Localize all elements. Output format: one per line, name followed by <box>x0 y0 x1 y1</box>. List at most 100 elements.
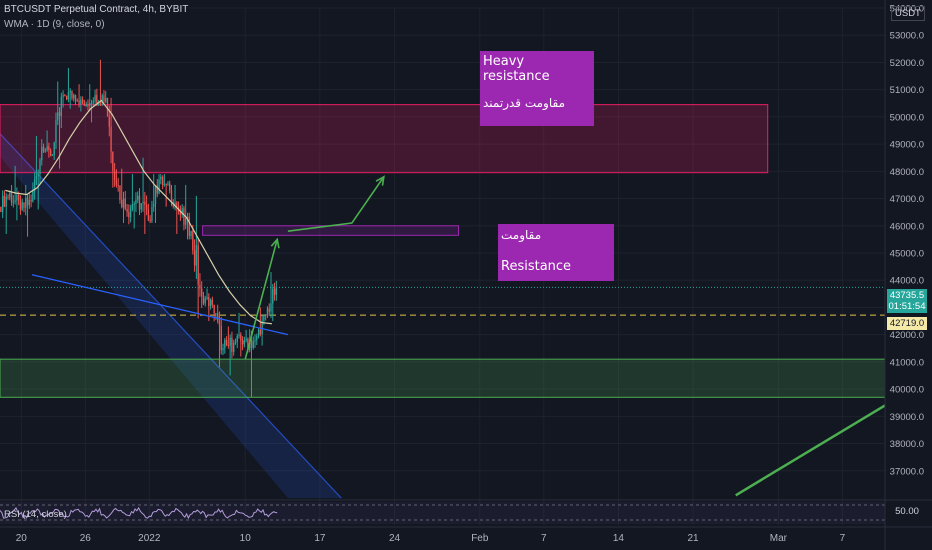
candle-body <box>176 202 178 208</box>
candle-body <box>117 184 119 186</box>
candle-body <box>247 338 249 351</box>
candle-body <box>106 97 109 117</box>
candle-body <box>87 104 89 107</box>
resistance-note-line2: Resistance <box>501 259 572 274</box>
candle-body <box>12 201 15 203</box>
candle-body <box>105 97 107 102</box>
candle-body <box>28 200 30 206</box>
time-tick-label: 10 <box>240 533 252 544</box>
candle-body <box>122 198 125 208</box>
candle-body <box>272 288 274 304</box>
zones <box>0 104 886 398</box>
candle-body <box>96 95 98 104</box>
candle-body <box>138 195 141 210</box>
price-tick-label: 37000.0 <box>890 466 924 477</box>
time-tick-label: 7 <box>840 533 846 544</box>
candle-body <box>49 150 52 156</box>
price-tick-label: 50000.0 <box>890 112 924 123</box>
price-levels <box>0 286 885 316</box>
candle-body <box>204 298 206 304</box>
candle-body <box>73 95 75 99</box>
candle-body <box>234 342 237 344</box>
candle-body <box>161 176 164 185</box>
candle-body <box>74 95 77 101</box>
candle-body <box>229 337 231 346</box>
candle-body <box>144 201 146 205</box>
price-tick-label: 53000.0 <box>890 31 924 42</box>
candle-body <box>241 340 244 345</box>
candle-body <box>170 190 173 203</box>
candle-body <box>231 337 233 353</box>
candle-body <box>263 314 265 321</box>
candle-body <box>23 202 25 208</box>
candle-body <box>119 185 121 201</box>
candle-body <box>0 206 2 213</box>
candle-body <box>81 99 84 104</box>
candle-body <box>145 204 148 210</box>
candle-body <box>222 348 224 351</box>
grid <box>0 7 885 525</box>
last-price-value: 43735.5 <box>889 290 925 301</box>
candle-body <box>217 313 219 321</box>
candle-body <box>268 308 270 312</box>
candle-body <box>1 195 4 213</box>
rsi-band <box>0 502 885 524</box>
candle-body <box>209 299 212 307</box>
candle-body <box>167 183 169 185</box>
price-axis[interactable]: 37000.0 38000.0 39000.0 40000.0 41000.0 42000… <box>884 0 924 550</box>
candle-body <box>275 287 278 295</box>
candle-body <box>142 201 144 204</box>
candle-body <box>14 200 16 202</box>
candle-body <box>51 155 54 156</box>
price-tick-label: 42000.0 <box>890 330 924 341</box>
candle-body <box>153 203 155 207</box>
heavy-resistance-note: Heavy resistance مقاومت قدرتمند <box>480 51 594 126</box>
candle-body <box>266 308 269 316</box>
price-tick-label: 41000.0 <box>890 357 924 368</box>
candle-body <box>165 184 167 186</box>
price-tick-label: 47000.0 <box>890 194 924 205</box>
candle-body <box>90 103 93 105</box>
candle-body <box>131 204 134 210</box>
candle-body <box>195 245 198 266</box>
candle-body <box>238 334 240 336</box>
candle-body <box>69 90 71 93</box>
price-tick-label: 46000.0 <box>890 221 924 232</box>
candle-body <box>67 92 70 100</box>
wma-series-line <box>5 99 272 325</box>
candle-body <box>149 220 151 222</box>
bar-countdown: 01:51:54 <box>888 301 926 312</box>
candle-body <box>133 203 135 205</box>
candle-body <box>92 101 94 104</box>
candle-body <box>25 197 27 208</box>
candle-body <box>94 95 96 102</box>
rsi-pane <box>0 499 932 524</box>
currency-label[interactable]: USDT <box>891 6 925 21</box>
time-tick-label: 14 <box>613 533 625 544</box>
candle-body <box>179 211 182 215</box>
candle-body <box>16 195 18 201</box>
candle-body <box>32 190 34 202</box>
candle-body <box>35 176 38 179</box>
candle-body <box>193 250 196 266</box>
candle-body <box>211 299 214 305</box>
candle-body <box>215 313 217 315</box>
candle-body <box>10 193 13 203</box>
candle-body <box>163 184 166 186</box>
time-axis[interactable]: 20 26 2022 10 17 24 Feb 7 14 21 Mar 7 <box>0 526 932 544</box>
candle-body <box>140 203 142 210</box>
candle-body <box>126 208 128 213</box>
candle-body <box>53 142 55 155</box>
time-tick-label: 21 <box>688 533 700 544</box>
candle-body <box>37 174 39 177</box>
price-tick-label: 38000.0 <box>890 439 924 450</box>
trendlines <box>31 274 289 336</box>
candle-body <box>108 116 110 127</box>
candle-body <box>240 334 242 341</box>
candle-body <box>103 95 105 102</box>
forecast-arrows <box>244 175 886 497</box>
candle-body <box>41 146 43 161</box>
candle-body <box>3 195 6 207</box>
candle-body <box>206 297 208 299</box>
